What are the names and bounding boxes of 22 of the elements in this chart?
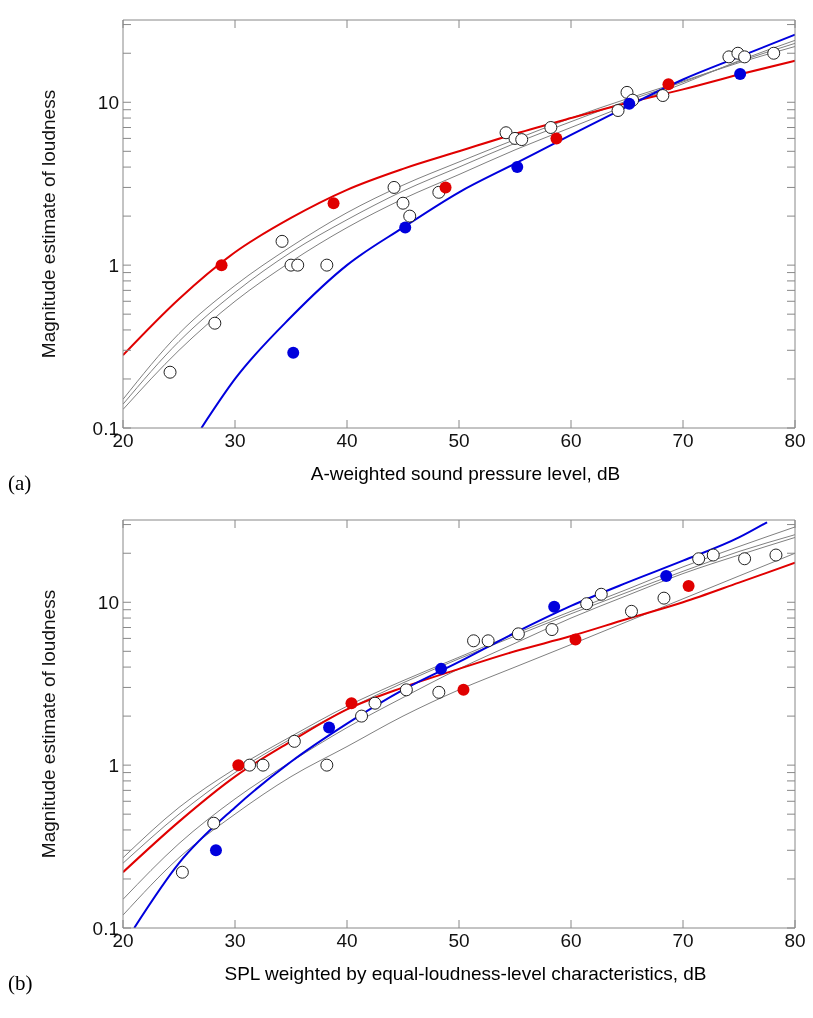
- y-tick-label: 1: [108, 254, 119, 276]
- x-tick-label: 60: [560, 930, 582, 952]
- y-tick-label: 1: [108, 754, 119, 776]
- x-tick-label: 60: [560, 430, 582, 452]
- y-tick-label: 10: [97, 592, 119, 614]
- x-tick-label: 80: [784, 430, 806, 452]
- x-tick-label: 40: [336, 430, 358, 452]
- y-tick-label: 10: [97, 92, 119, 114]
- x-tick-label: 70: [672, 930, 694, 952]
- y-axis-title: Magnitude estimate of loudness: [37, 589, 59, 859]
- y-axis-title: Magnitude estimate of loudness: [37, 89, 59, 359]
- x-tick-label: 30: [224, 430, 246, 452]
- x-tick-label: 50: [448, 930, 470, 952]
- x-tick-label: 70: [672, 430, 694, 452]
- x-tick-label: 50: [448, 430, 470, 452]
- text: (a): [8, 471, 32, 495]
- x-tick-label: 30: [224, 930, 246, 952]
- x-tick-label: 40: [336, 930, 358, 952]
- x-tick-label: 80: [784, 930, 806, 952]
- x-axis-title: A-weighted sound pressure level, dB: [309, 463, 622, 486]
- x-axis-title: SPL weighted by equal-loudness-level characteristics, dB: [223, 963, 708, 986]
- text: (b): [8, 971, 33, 995]
